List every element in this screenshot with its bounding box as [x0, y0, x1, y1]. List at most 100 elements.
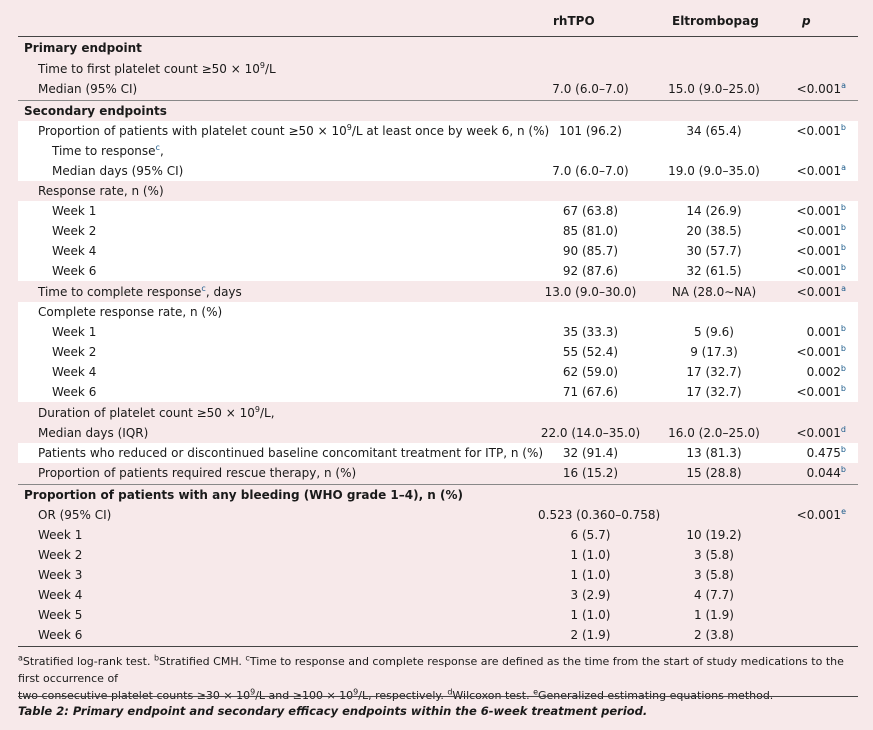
table-row: Time to complete responsec, days 13.0 (9… [18, 282, 858, 302]
row-label: Week 1 [52, 204, 97, 218]
table-row: Median (95% CI) 7.0 (6.0–7.0) 15.0 (9.0–… [18, 79, 858, 99]
table-row: Week 4 90 (85.7) 30 (57.7) <0.001b [18, 241, 858, 261]
table-row: Proportion of patients with platelet cou… [18, 121, 858, 141]
rhtpo-cell: 90 (85.7) [562, 244, 619, 258]
rhtpo-cell: 13.0 (9.0–30.0) [544, 285, 637, 299]
rhtpo-cell: 22.0 (14.0–35.0) [540, 426, 641, 440]
footnote-line-1: aStratified log-rank test. bStratified C… [18, 653, 844, 685]
eltrombopag-cell: 34 (65.4) [686, 124, 742, 138]
row-label: Proportion of patients with platelet cou… [38, 123, 550, 139]
rhtpo-cell: 67 (63.8) [562, 204, 619, 218]
eltrombopag-cell: 15.0 (9.0–25.0) [668, 82, 760, 96]
eltrombopag-cell: 2 (3.8) [694, 628, 734, 642]
row-label: Complete response rate, n (%) [38, 305, 223, 319]
eltrombopag-cell: 13 (81.3) [686, 446, 742, 460]
eltrombopag-cell: 10 (19.2) [686, 528, 742, 542]
section-rule [18, 484, 858, 485]
table-row: Week 1 67 (63.8) 14 (26.9) <0.001b [18, 201, 858, 221]
header-p: p [802, 14, 811, 28]
table-row: Week 5 1 (1.0) 1 (1.9) [18, 605, 858, 625]
p-cell: 0.002b [806, 364, 846, 380]
rhtpo-cell: 2 (1.9) [570, 628, 611, 642]
eltrombopag-cell: 9 (17.3) [690, 345, 738, 359]
section-label: Proportion of patients with any bleeding… [24, 488, 464, 502]
table-row: Week 6 92 (87.6) 32 (61.5) <0.001b [18, 261, 858, 281]
p-cell: <0.001e [796, 507, 846, 523]
eltrombopag-cell: 20 (38.5) [686, 224, 742, 238]
rhtpo-cell: 1 (1.0) [570, 608, 611, 622]
p-cell: <0.001b [796, 344, 847, 360]
rhtpo-cell: 71 (67.6) [562, 385, 619, 399]
row-label: Week 4 [38, 588, 83, 602]
p-cell: <0.001a [796, 163, 846, 179]
row-label: Week 4 [52, 365, 97, 379]
p-cell: <0.001a [796, 284, 846, 300]
p-cell: <0.001b [796, 123, 847, 139]
table-row: Week 4 62 (59.0) 17 (32.7) 0.002b [18, 362, 858, 382]
header-eltrombopag: Eltrombopag [672, 14, 759, 28]
eltrombopag-cell: 32 (61.5) [686, 264, 742, 278]
table-row: Week 2 1 (1.0) 3 (5.8) [18, 545, 858, 565]
p-cell: <0.001b [796, 243, 847, 259]
table-header: rhTPO Eltrombopag p [0, 0, 873, 36]
section-primary: Primary endpoint [18, 38, 858, 58]
eltrombopag-cell: 3 (5.8) [694, 548, 734, 562]
row-label: Week 1 [52, 325, 97, 339]
table-row: Week 2 85 (81.0) 20 (38.5) <0.001b [18, 221, 858, 241]
header-rhtpo: rhTPO [553, 14, 595, 28]
p-cell: 0.001b [806, 324, 846, 340]
row-label: Median (95% CI) [38, 82, 138, 96]
p-cell: 0.044b [806, 465, 846, 481]
eltrombopag-cell: 16.0 (2.0–25.0) [668, 426, 760, 440]
rhtpo-cell: 0.523 (0.360–0.758) [538, 508, 661, 522]
row-label: Duration of platelet count ≥50 × 109/L, [38, 405, 275, 421]
header-rule [18, 36, 858, 37]
row-label: Week 2 [38, 548, 83, 562]
p-cell: <0.001a [796, 81, 846, 97]
row-label: Time to responsec, [52, 143, 164, 159]
eltrombopag-cell: 3 (5.8) [694, 568, 734, 582]
eltrombopag-cell: 30 (57.7) [686, 244, 742, 258]
section-label: Primary endpoint [24, 41, 142, 55]
p-cell: <0.001b [796, 203, 847, 219]
table-row: Median days (95% CI) 7.0 (6.0–7.0) 19.0 … [18, 161, 858, 181]
table-row: Week 6 71 (67.6) 17 (32.7) <0.001b [18, 382, 858, 402]
rhtpo-cell: 32 (91.4) [562, 446, 619, 460]
table-row: Time to responsec, [18, 141, 858, 161]
row-label: Week 6 [52, 385, 97, 399]
table-row: Week 2 55 (52.4) 9 (17.3) <0.001b [18, 342, 858, 362]
table-row: Response rate, n (%) [18, 181, 858, 201]
eltrombopag-cell: 4 (7.7) [694, 588, 734, 602]
row-label: Week 4 [52, 244, 97, 258]
table-row: Week 6 2 (1.9) 2 (3.8) [18, 625, 858, 645]
eltrombopag-cell: 17 (32.7) [686, 385, 742, 399]
eltrombopag-cell: 15 (28.8) [686, 466, 742, 480]
rhtpo-cell: 6 (5.7) [570, 528, 611, 542]
row-label: Week 3 [38, 568, 83, 582]
row-label: Median days (IQR) [38, 426, 149, 440]
row-label: Week 2 [52, 345, 97, 359]
table-caption: Table 2: Primary endpoint and secondary … [18, 704, 648, 718]
caption-rule [18, 696, 858, 697]
table-row: Time to first platelet count ≥50 × 109/L [18, 59, 858, 79]
row-label: Proportion of patients required rescue t… [38, 466, 357, 480]
row-label: Response rate, n (%) [38, 184, 164, 198]
rhtpo-cell: 3 (2.9) [570, 588, 611, 602]
rhtpo-cell: 85 (81.0) [562, 224, 619, 238]
rhtpo-cell: 7.0 (6.0–7.0) [552, 82, 629, 96]
rhtpo-cell: 101 (96.2) [559, 124, 622, 138]
row-label: Week 5 [38, 608, 83, 622]
row-label: Week 1 [38, 528, 83, 542]
table-row: OR (95% CI) 0.523 (0.360–0.758) <0.001e [18, 505, 858, 525]
table-row: Complete response rate, n (%) [18, 302, 858, 322]
eltrombopag-cell: 17 (32.7) [686, 365, 742, 379]
p-cell: 0.475b [806, 445, 846, 461]
row-label: Week 6 [52, 264, 97, 278]
table-row: Patients who reduced or discontinued bas… [18, 443, 858, 463]
row-label: Week 6 [38, 628, 83, 642]
table-row: Median days (IQR) 22.0 (14.0–35.0) 16.0 … [18, 423, 858, 443]
section-secondary: Secondary endpoints [18, 101, 858, 121]
section-label: Secondary endpoints [24, 104, 167, 118]
rhtpo-cell: 16 (15.2) [562, 466, 619, 480]
